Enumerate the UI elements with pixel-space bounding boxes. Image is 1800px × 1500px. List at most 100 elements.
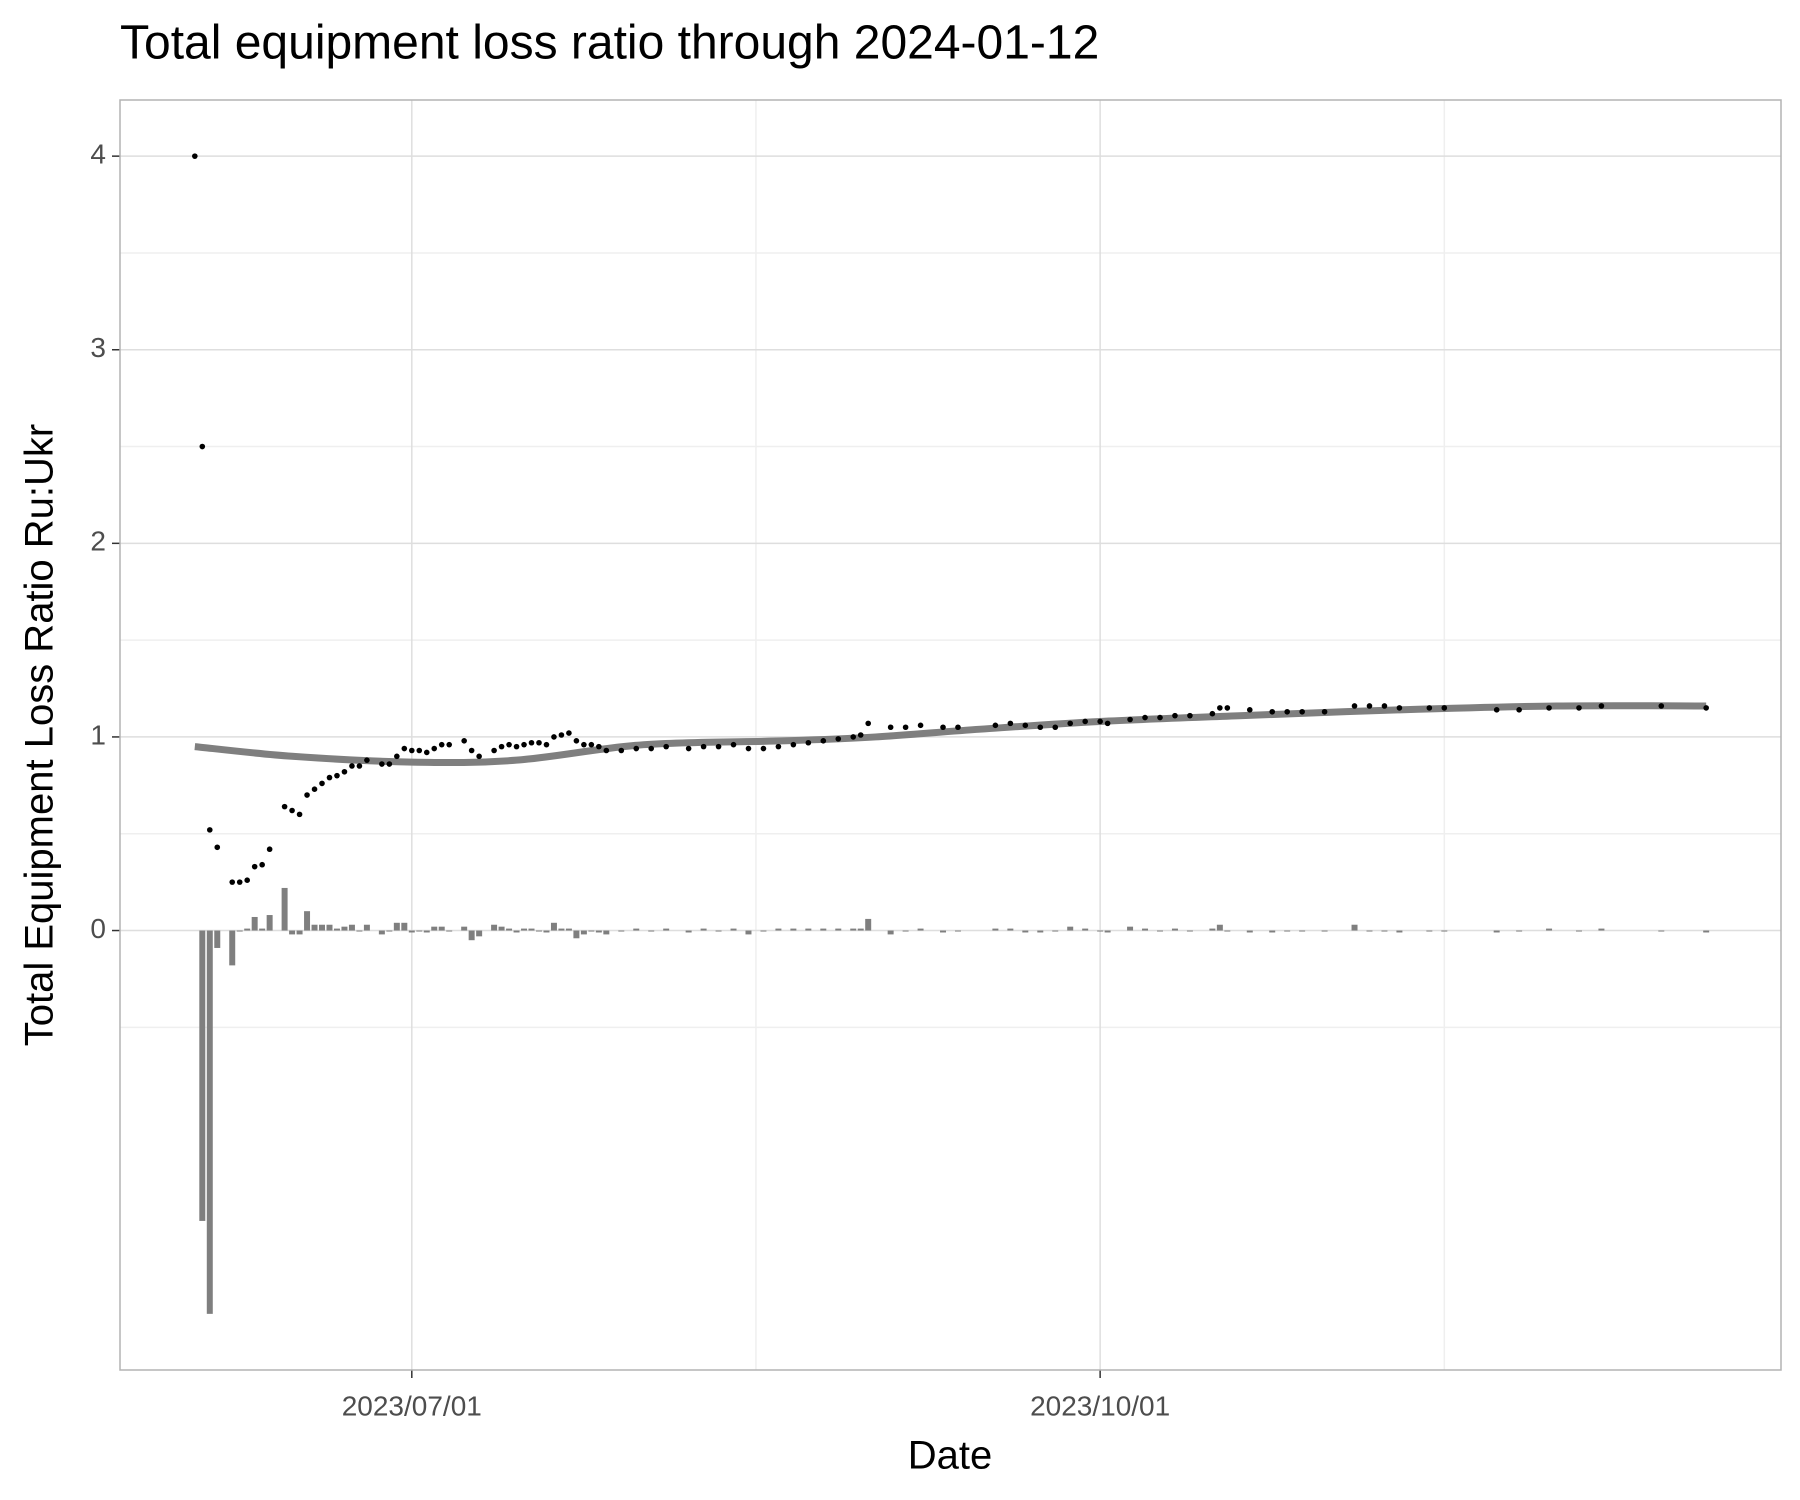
point (498, 743, 505, 750)
point (1516, 707, 1522, 713)
y-tick-label: 0 (90, 913, 106, 944)
bar (588, 930, 595, 932)
bar (805, 928, 812, 931)
point (251, 863, 258, 870)
point (760, 745, 767, 752)
bar (1186, 930, 1193, 932)
point (1157, 714, 1163, 721)
point (790, 741, 797, 748)
bar (917, 928, 924, 931)
bar (1097, 930, 1104, 932)
point (281, 803, 288, 810)
point (199, 443, 206, 450)
point (992, 722, 999, 729)
point (192, 153, 198, 159)
bar (476, 930, 483, 937)
point (311, 786, 318, 793)
point (887, 724, 894, 731)
bar (820, 928, 827, 931)
bar (1171, 928, 1178, 931)
bar (1299, 930, 1306, 932)
bar (595, 930, 602, 933)
point (304, 792, 310, 798)
bar (1598, 928, 1605, 931)
point (573, 738, 580, 744)
point (865, 720, 871, 727)
point (431, 745, 438, 752)
point (1381, 703, 1388, 709)
point (1658, 703, 1665, 709)
bar (1209, 928, 1216, 931)
point (491, 747, 497, 754)
smooth-line (194, 702, 1707, 767)
point (528, 739, 535, 746)
point (394, 753, 400, 760)
bar (580, 930, 587, 935)
point (446, 741, 453, 748)
bar (685, 930, 692, 933)
point (940, 724, 946, 731)
point (1493, 707, 1500, 713)
bar (902, 930, 909, 932)
bar (1516, 930, 1523, 932)
bar (528, 928, 535, 931)
point (1246, 707, 1253, 713)
point (423, 749, 430, 756)
bar (887, 930, 894, 935)
bar (1703, 930, 1710, 933)
bar (506, 928, 513, 931)
point (468, 747, 475, 754)
point (536, 739, 542, 746)
point (401, 745, 408, 752)
bar (1269, 930, 1276, 933)
point (513, 743, 520, 750)
bar (1052, 930, 1059, 932)
bar (1142, 928, 1149, 931)
bar (700, 928, 707, 931)
bar (214, 930, 221, 948)
bar (1426, 930, 1433, 932)
bar (1104, 930, 1111, 933)
point (902, 724, 909, 731)
point (319, 780, 325, 787)
point (1441, 705, 1448, 711)
point (1284, 708, 1290, 715)
bar (865, 918, 872, 931)
bar (1366, 930, 1373, 932)
bar (236, 930, 243, 932)
bar (386, 930, 393, 932)
bar (311, 924, 318, 931)
bar (1246, 930, 1253, 933)
point (581, 741, 587, 748)
point (588, 741, 595, 748)
y-tick-label: 2 (90, 526, 106, 557)
point (1104, 720, 1111, 727)
bar (1441, 930, 1448, 932)
bar (850, 928, 857, 931)
point (551, 734, 557, 740)
bar (543, 930, 550, 933)
bar (535, 930, 542, 932)
x-axis-label: Date (908, 1434, 993, 1478)
bar (1658, 930, 1665, 932)
panel-border (119, 99, 1782, 1371)
point (408, 747, 415, 754)
point (259, 861, 265, 868)
point (206, 827, 213, 833)
bar (498, 926, 505, 931)
point (596, 743, 602, 750)
point (730, 741, 737, 748)
bar (356, 930, 363, 932)
point (1576, 705, 1582, 711)
point (1351, 703, 1358, 709)
point (1366, 703, 1373, 709)
point (558, 732, 565, 738)
bar (304, 911, 311, 931)
point (1142, 714, 1148, 721)
point (1052, 724, 1059, 731)
bar (333, 928, 340, 931)
point (289, 807, 295, 814)
bar (730, 928, 737, 931)
bar (341, 926, 348, 931)
